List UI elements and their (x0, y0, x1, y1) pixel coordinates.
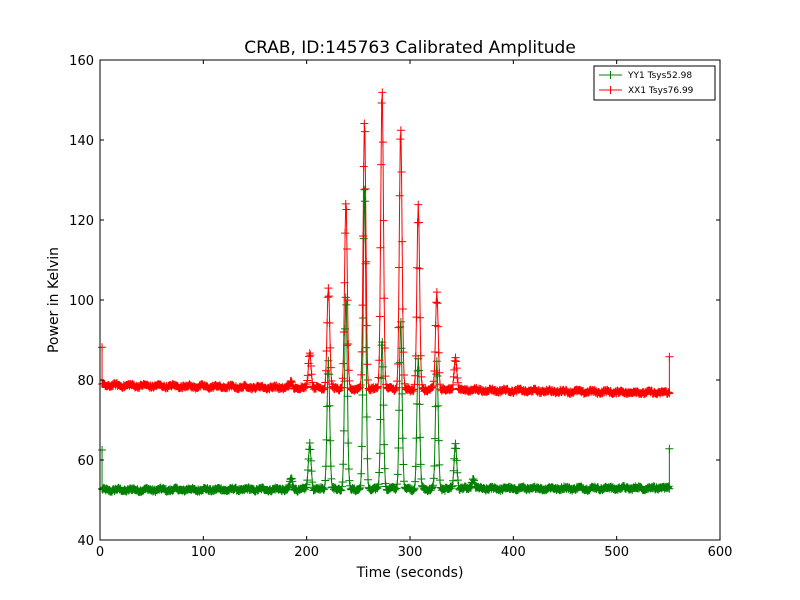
x-tick-label: 400 (501, 545, 526, 560)
x-tick-label: 500 (604, 545, 629, 560)
x-axis-label: Time (seconds) (356, 565, 464, 581)
y-tick-label: 60 (77, 454, 94, 469)
legend-marker-yy1 (606, 71, 615, 79)
y-axis-label: Power in Kelvin (46, 247, 62, 353)
legend: YY1 Tsys52.98 XX1 Tsys76.99 (593, 65, 716, 101)
y-tick-label: 80 (77, 374, 94, 389)
x-tick-label: 300 (398, 545, 423, 560)
y-tick-label: 100 (69, 294, 94, 309)
series-line-1 (101, 91, 670, 395)
y-tick-label: 40 (77, 534, 94, 549)
ticks-layer: 0 100 200 300 400 500 600 40 60 80 100 120 140 160 (69, 54, 732, 560)
x-tick-label: 600 (708, 545, 733, 560)
series-line-0 (101, 189, 670, 493)
x-tick-label: 100 (191, 545, 216, 560)
series-markers-0 (98, 185, 674, 497)
chart-title: CRAB, ID:145763 Calibrated Amplitude (244, 38, 576, 58)
y-tick-label: 160 (69, 54, 94, 69)
y-tick-label: 140 (69, 134, 94, 149)
legend-label-xx1: XX1 Tsys76.99 (628, 86, 694, 96)
y-tick-label: 120 (69, 214, 94, 229)
legend-box (593, 65, 716, 101)
series-markers-1 (98, 88, 674, 399)
series-layer (98, 88, 674, 497)
x-tick-label: 0 (96, 545, 104, 560)
x-tick-label: 200 (294, 545, 319, 560)
legend-label-yy1: YY1 Tsys52.98 (627, 71, 692, 81)
plot-frame (99, 59, 721, 541)
legend-marker-xx1 (606, 86, 615, 94)
